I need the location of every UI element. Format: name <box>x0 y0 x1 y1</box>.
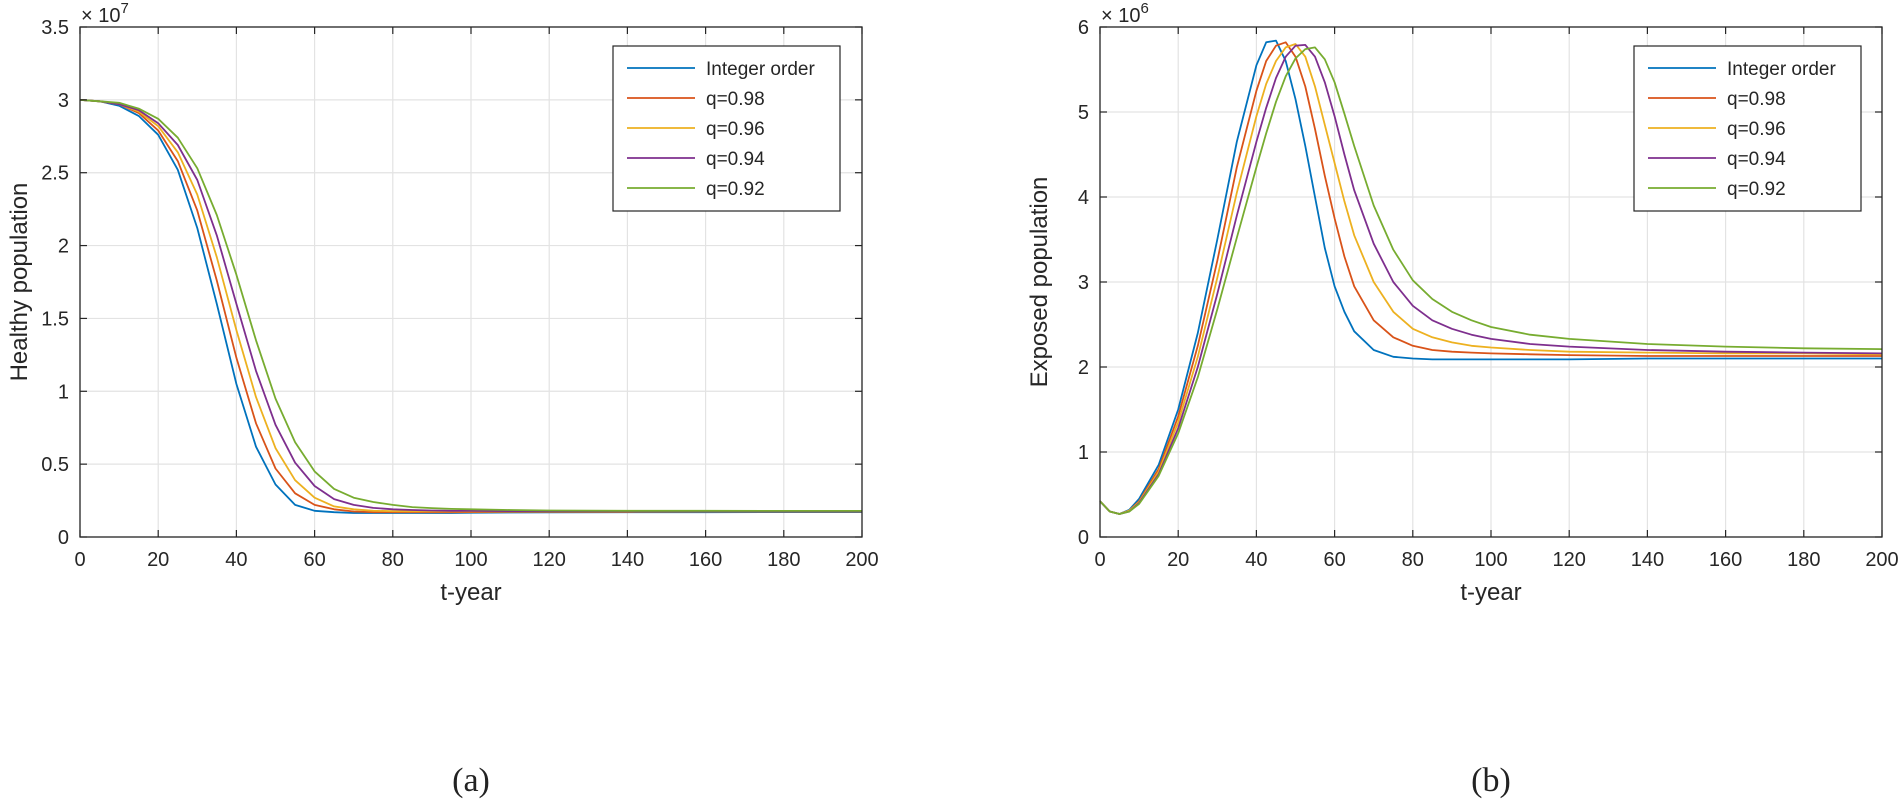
x-tick-label: 80 <box>1402 549 1424 571</box>
exponent-label: × 106 <box>1101 0 1149 27</box>
x-tick-label: 80 <box>382 549 404 571</box>
series-line-3 <box>1099 43 1883 515</box>
legend-entry: q=0.92 <box>706 179 765 200</box>
x-tick-label: 20 <box>147 549 169 571</box>
x-tick-label: 40 <box>1245 549 1267 571</box>
exponent-base: × 10 <box>1101 5 1140 27</box>
x-tick-label: 200 <box>1865 549 1898 571</box>
legend-entry: q=0.96 <box>1727 119 1786 140</box>
x-tick-label: 60 <box>1323 549 1345 571</box>
series-lines <box>79 99 862 514</box>
x-tick-label: 100 <box>454 549 487 571</box>
y-tick-label: 0 <box>1078 527 1089 549</box>
legend-entry: q=0.94 <box>706 149 765 170</box>
exponent-label: × 107 <box>81 0 129 27</box>
panel-caption: (a) <box>452 762 490 799</box>
x-axis-label: t-year <box>440 579 501 606</box>
legend-entry: q=0.96 <box>706 119 765 140</box>
y-axis-label: Exposed population <box>1026 177 1053 388</box>
y-tick-label: 3 <box>58 90 69 112</box>
x-tick-label: 160 <box>689 549 722 571</box>
x-tick-label: 140 <box>611 549 644 571</box>
exponent-power: 7 <box>120 0 128 17</box>
y-tick-label: 1 <box>1078 442 1089 464</box>
series-line-5 <box>79 99 862 512</box>
legend-entry: q=0.92 <box>1727 179 1786 200</box>
series-line-5 <box>1099 46 1883 515</box>
x-tick-label: 160 <box>1709 549 1742 571</box>
legend-entry: q=0.98 <box>1727 89 1786 110</box>
ticks: 0 20 40 60 80 100 120 140 160 180 200 0 0.5 1 1.5 2 2.5 3… <box>41 17 879 571</box>
y-tick-label: 3 <box>1078 272 1089 294</box>
legend-entry: Integer order <box>706 59 815 80</box>
y-tick-label: 2.5 <box>41 163 69 185</box>
y-tick-label: 3.5 <box>41 17 69 39</box>
exponent-base: × 10 <box>81 5 120 27</box>
series-line-4 <box>1099 44 1883 515</box>
x-tick-label: 100 <box>1474 549 1507 571</box>
y-tick-label: 2 <box>1078 357 1089 379</box>
x-tick-label: 40 <box>225 549 247 571</box>
y-tick-label: 0.5 <box>41 454 69 476</box>
x-tick-label: 140 <box>1631 549 1664 571</box>
exponent-power: 6 <box>1140 0 1148 17</box>
y-tick-label: 6 <box>1078 17 1089 39</box>
y-tick-label: 0 <box>58 527 69 549</box>
y-tick-label: 1 <box>58 381 69 403</box>
panel-caption: (b) <box>1471 762 1511 799</box>
x-tick-label: 200 <box>845 549 878 571</box>
y-tick-label: 5 <box>1078 102 1089 124</box>
x-tick-label: 60 <box>303 549 325 571</box>
series-lines <box>1099 39 1883 515</box>
y-axis-label: Healthy population <box>6 183 33 382</box>
x-tick-label: 0 <box>74 549 85 571</box>
series-line-1 <box>1099 39 1882 515</box>
y-tick-label: 4 <box>1078 187 1089 209</box>
x-tick-label: 180 <box>767 549 800 571</box>
legend-entry: q=0.98 <box>706 89 765 110</box>
x-tick-label: 0 <box>1094 549 1105 571</box>
x-tick-label: 120 <box>1553 549 1586 571</box>
legend: Integer order q=0.98 q=0.96 q=0.94 q=0.92 <box>612 45 841 212</box>
series-line-2 <box>1099 41 1882 515</box>
legend-entry: q=0.94 <box>1727 149 1786 170</box>
x-tick-label: 20 <box>1167 549 1189 571</box>
ticks: 0 20 40 60 80 100 120 140 160 180 200 0 1 2 3 4 5 6 <box>1078 17 1899 571</box>
y-tick-label: 2 <box>58 236 69 258</box>
x-tick-label: 120 <box>533 549 566 571</box>
x-tick-label: 180 <box>1787 549 1820 571</box>
y-tick-label: 1.5 <box>41 308 69 330</box>
legend-entry: Integer order <box>1727 59 1836 80</box>
panel-a-chart: 0 20 40 60 80 100 120 140 160 180 200 0 0.5 1 1.5 2 2.5 3… <box>6 0 879 799</box>
legend: Integer order q=0.98 q=0.96 q=0.94 q=0.92 <box>1633 45 1862 212</box>
x-axis-label: t-year <box>1460 579 1521 606</box>
